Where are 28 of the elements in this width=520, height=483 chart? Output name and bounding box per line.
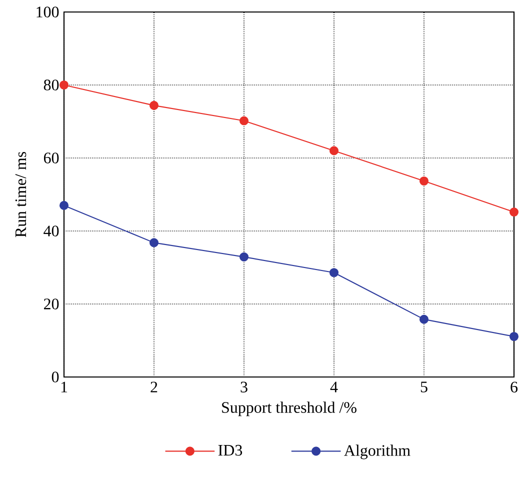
x-tick-label: 3 <box>240 382 248 392</box>
x-tick-label: 1 <box>61 382 68 392</box>
point <box>419 176 429 186</box>
point <box>239 252 249 262</box>
x-axis-title: Support threshold /% <box>222 402 356 416</box>
point <box>239 116 249 126</box>
legend-label: ID3 <box>218 444 242 456</box>
y-axis-title: Run time/ ms <box>15 152 26 238</box>
y-tick-label: 100 <box>36 6 59 18</box>
x-tick-label: 4 <box>330 382 338 392</box>
y-tick-label: 20 <box>44 298 59 310</box>
point <box>509 332 519 342</box>
legend-label: Algorithm <box>344 444 410 460</box>
point <box>329 146 339 156</box>
x-tick-label: 5 <box>420 382 428 392</box>
point <box>329 268 339 278</box>
point <box>149 238 159 248</box>
y-tick-label: 80 <box>44 80 59 90</box>
y-tick-label: 40 <box>44 226 59 236</box>
point <box>59 80 69 90</box>
point <box>509 207 519 217</box>
point <box>59 200 69 210</box>
point <box>419 314 429 324</box>
y-tick-label: 0 <box>52 372 59 382</box>
x-tick-label: 2 <box>150 382 158 392</box>
x-tick-label: 6 <box>510 382 518 392</box>
point <box>149 100 159 110</box>
y-tick-label: 60 <box>44 152 59 164</box>
